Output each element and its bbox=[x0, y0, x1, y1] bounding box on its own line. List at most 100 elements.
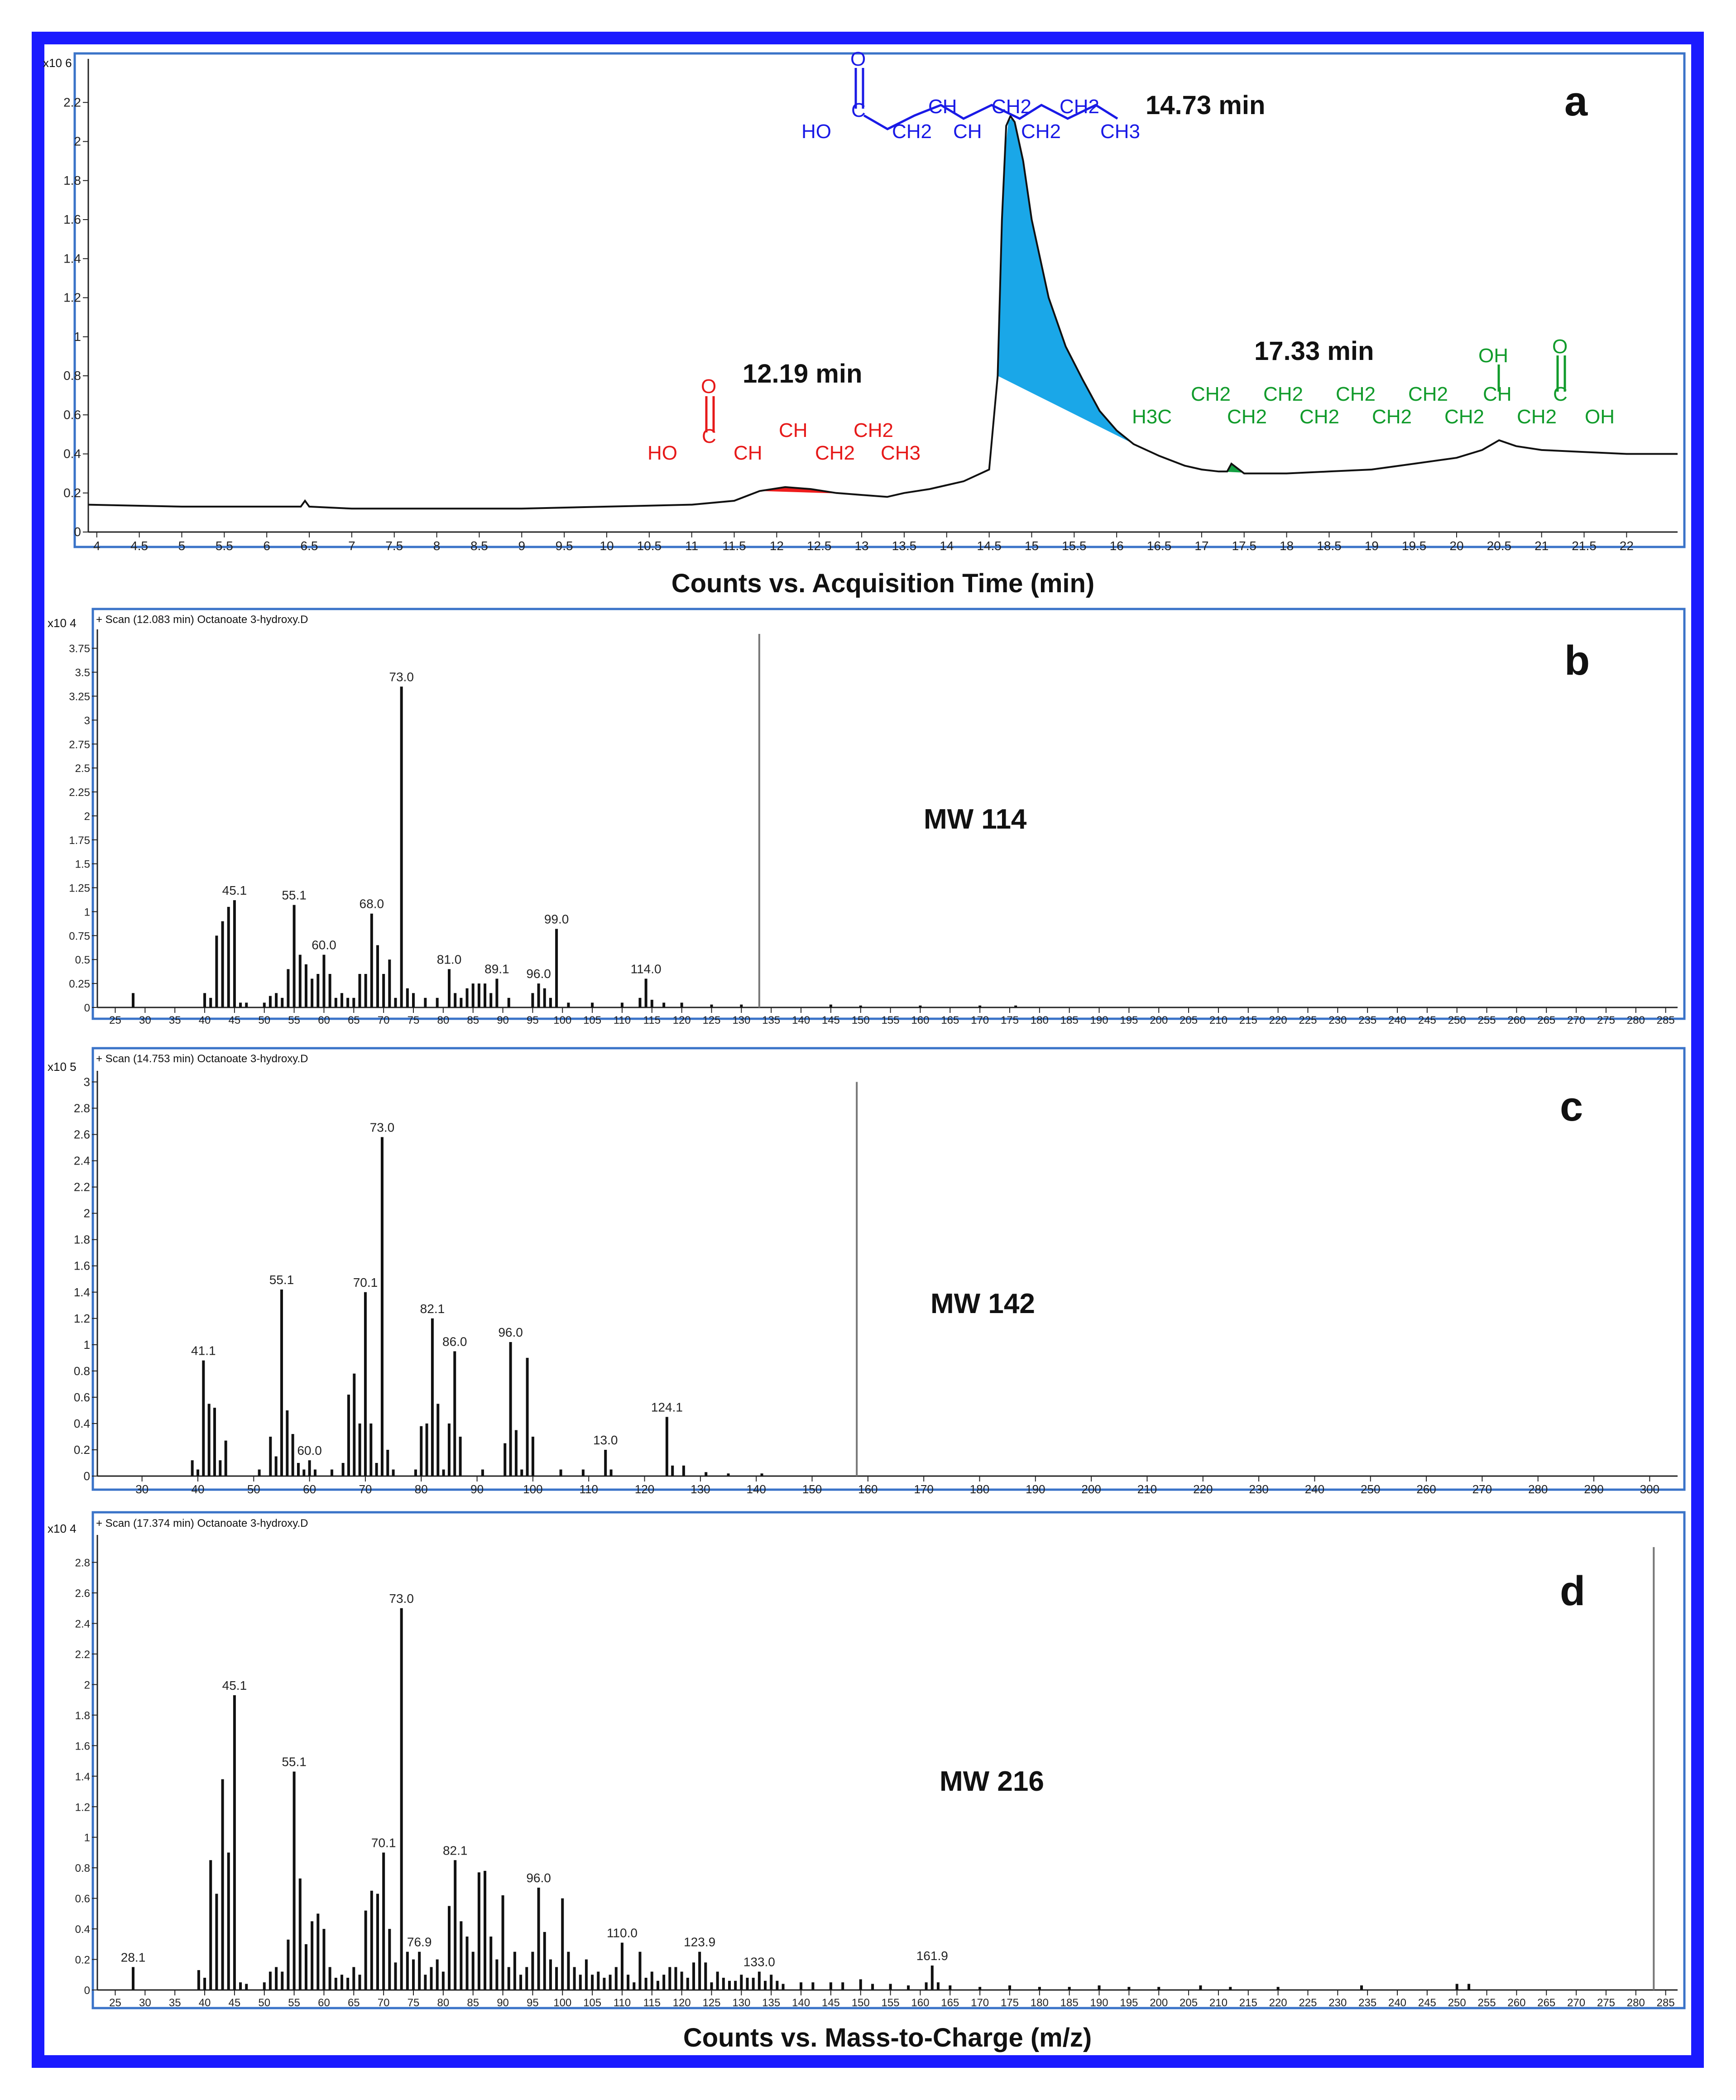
d-x-tick-label: 255 bbox=[1478, 1997, 1496, 2009]
d-peak-label: 161.9 bbox=[916, 1949, 948, 1963]
d-y-tick-label: 1.8 bbox=[75, 1710, 90, 1722]
svg-text:CH2: CH2 bbox=[1444, 406, 1484, 428]
b-x-tick-label: 85 bbox=[467, 1014, 479, 1026]
svg-text:CH2: CH2 bbox=[1372, 406, 1412, 428]
b-x-tick-label: 40 bbox=[199, 1014, 211, 1026]
a-x-tick-label: 17 bbox=[1194, 539, 1208, 553]
a-x-tick-label: 19.5 bbox=[1402, 539, 1427, 553]
d-y-tick-label: 0.6 bbox=[75, 1893, 90, 1905]
a-y-tick-label: 0.8 bbox=[63, 369, 81, 383]
a-y-tick-label: 2 bbox=[74, 134, 81, 149]
d-x-tick-label: 120 bbox=[673, 1997, 691, 2009]
a-x-tick-label: 13 bbox=[854, 539, 868, 553]
d-x-tick-label: 25 bbox=[109, 1997, 121, 2009]
c-x-tick-label: 260 bbox=[1416, 1482, 1436, 1496]
c-x-tick-label: 120 bbox=[635, 1482, 654, 1496]
d-x-tick-label: 170 bbox=[971, 1997, 989, 2009]
d-x-tick-label: 90 bbox=[497, 1997, 509, 2009]
panel-b-mass-spectrum: b x10 4 + Scan (12.083 min) Octanoate 3-… bbox=[48, 608, 1686, 1026]
svg-text:H3C: H3C bbox=[1132, 406, 1172, 428]
a-x-tick-label: 18.5 bbox=[1317, 539, 1342, 553]
d-peak-label: 110.0 bbox=[607, 1926, 638, 1940]
d-y-tick-label: 2 bbox=[84, 1679, 90, 1691]
b-x-tick-label: 150 bbox=[852, 1014, 870, 1026]
b-y-tick-label: 1.5 bbox=[75, 858, 90, 871]
d-y-tick-label: 2.4 bbox=[75, 1618, 90, 1630]
b-y-tick-label: 0.75 bbox=[69, 930, 90, 942]
svg-text:O: O bbox=[701, 375, 716, 398]
d-y-tick-label: 2.2 bbox=[75, 1649, 90, 1661]
b-x-tick-label: 265 bbox=[1537, 1014, 1555, 1026]
svg-text:CH2: CH2 bbox=[1517, 406, 1557, 428]
d-x-tick-label: 115 bbox=[643, 1997, 661, 2009]
svg-text:CH: CH bbox=[779, 419, 808, 441]
b-y-tick-label: 2.75 bbox=[69, 738, 90, 751]
svg-text:CH2: CH2 bbox=[1408, 383, 1448, 405]
structure-green: O OH H3C CH2 CH2 CH2 CH2 CH2 CH2 CH2 CH2… bbox=[1132, 336, 1615, 428]
a-y-tick-label: 1.6 bbox=[63, 212, 81, 226]
a-x-tick-label: 6 bbox=[263, 539, 270, 553]
d-x-tick-label: 185 bbox=[1060, 1997, 1079, 2009]
b-y-tick-label: 0.25 bbox=[69, 978, 90, 990]
c-x-tick-label: 110 bbox=[580, 1482, 598, 1496]
c-x-tick-label: 250 bbox=[1361, 1482, 1380, 1496]
panel-b-exponent: x10 4 bbox=[48, 616, 77, 630]
c-peak-label: 60.0 bbox=[297, 1443, 322, 1458]
figure-frame bbox=[32, 32, 1704, 2068]
c-x-tick-label: 100 bbox=[523, 1482, 542, 1496]
a-x-tick-label: 10 bbox=[599, 539, 614, 553]
c-x-tick-label: 290 bbox=[1584, 1482, 1603, 1496]
d-x-tick-label: 205 bbox=[1180, 1997, 1198, 2009]
svg-text:O: O bbox=[1552, 336, 1568, 358]
b-x-tick-label: 35 bbox=[169, 1014, 181, 1026]
b-x-tick-label: 180 bbox=[1031, 1014, 1049, 1026]
d-x-tick-label: 95 bbox=[527, 1997, 539, 2009]
c-peak-label: 86.0 bbox=[442, 1334, 467, 1348]
d-x-tick-label: 55 bbox=[288, 1997, 300, 2009]
d-y-tick-label: 1.2 bbox=[75, 1801, 90, 1813]
c-peak-label: 13.0 bbox=[593, 1433, 618, 1447]
svg-text:CH2: CH2 bbox=[815, 442, 855, 464]
b-peak-label: 73.0 bbox=[389, 670, 414, 684]
panel-d-border bbox=[91, 1511, 1686, 2009]
c-peak-label: 73.0 bbox=[370, 1120, 395, 1134]
structure-blue: O C HO CH2 CH CH CH2 CH2 CH2 CH3 bbox=[801, 48, 1140, 143]
b-x-tick-label: 145 bbox=[822, 1014, 840, 1026]
c-y-tick-label: 2.2 bbox=[74, 1180, 90, 1194]
a-x-tick-label: 13.5 bbox=[892, 539, 917, 553]
structure-red: O C HO CH CH CH2 CH2 CH3 bbox=[647, 375, 921, 464]
b-x-tick-label: 255 bbox=[1478, 1014, 1496, 1026]
a-x-tick-label: 7.5 bbox=[385, 539, 403, 553]
a-x-tick-label: 8 bbox=[433, 539, 441, 553]
svg-text:O: O bbox=[850, 48, 866, 70]
b-x-tick-label: 90 bbox=[497, 1014, 509, 1026]
a-y-tick-label: 2.2 bbox=[63, 95, 81, 109]
b-x-tick-label: 115 bbox=[643, 1014, 661, 1026]
d-peak-label: 76.9 bbox=[407, 1935, 432, 1949]
b-y-tick-label: 2.25 bbox=[69, 786, 90, 799]
b-x-tick-label: 110 bbox=[614, 1014, 631, 1026]
b-x-tick-label: 235 bbox=[1358, 1014, 1376, 1026]
a-x-tick-label: 5.5 bbox=[216, 539, 233, 553]
panel-c-letter: c bbox=[1560, 1084, 1583, 1130]
b-x-tick-label: 140 bbox=[792, 1014, 810, 1026]
b-y-tick-label: 0 bbox=[84, 1002, 90, 1014]
b-x-tick-label: 285 bbox=[1657, 1014, 1675, 1026]
d-peak-label: 70.1 bbox=[371, 1836, 396, 1850]
b-x-tick-label: 25 bbox=[109, 1014, 121, 1026]
d-x-tick-label: 200 bbox=[1150, 1997, 1168, 2009]
c-y-tick-label: 2 bbox=[84, 1207, 90, 1220]
a-y-tick-label: 0.2 bbox=[63, 486, 81, 500]
b-x-tick-label: 160 bbox=[911, 1014, 929, 1026]
b-x-tick-label: 220 bbox=[1269, 1014, 1287, 1026]
a-x-tick-label: 6.5 bbox=[301, 539, 318, 553]
a-x-tick-label: 14.5 bbox=[977, 539, 1002, 553]
b-peak-label: 99.0 bbox=[544, 912, 569, 926]
c-y-tick-label: 2.4 bbox=[74, 1154, 90, 1168]
a-x-tick-label: 20 bbox=[1449, 539, 1463, 553]
svg-text:CH2: CH2 bbox=[1060, 96, 1099, 118]
d-x-tick-label: 110 bbox=[614, 1997, 631, 2009]
c-x-tick-label: 200 bbox=[1081, 1482, 1101, 1496]
c-x-tick-label: 270 bbox=[1472, 1482, 1492, 1496]
d-x-tick-label: 275 bbox=[1597, 1997, 1615, 2009]
